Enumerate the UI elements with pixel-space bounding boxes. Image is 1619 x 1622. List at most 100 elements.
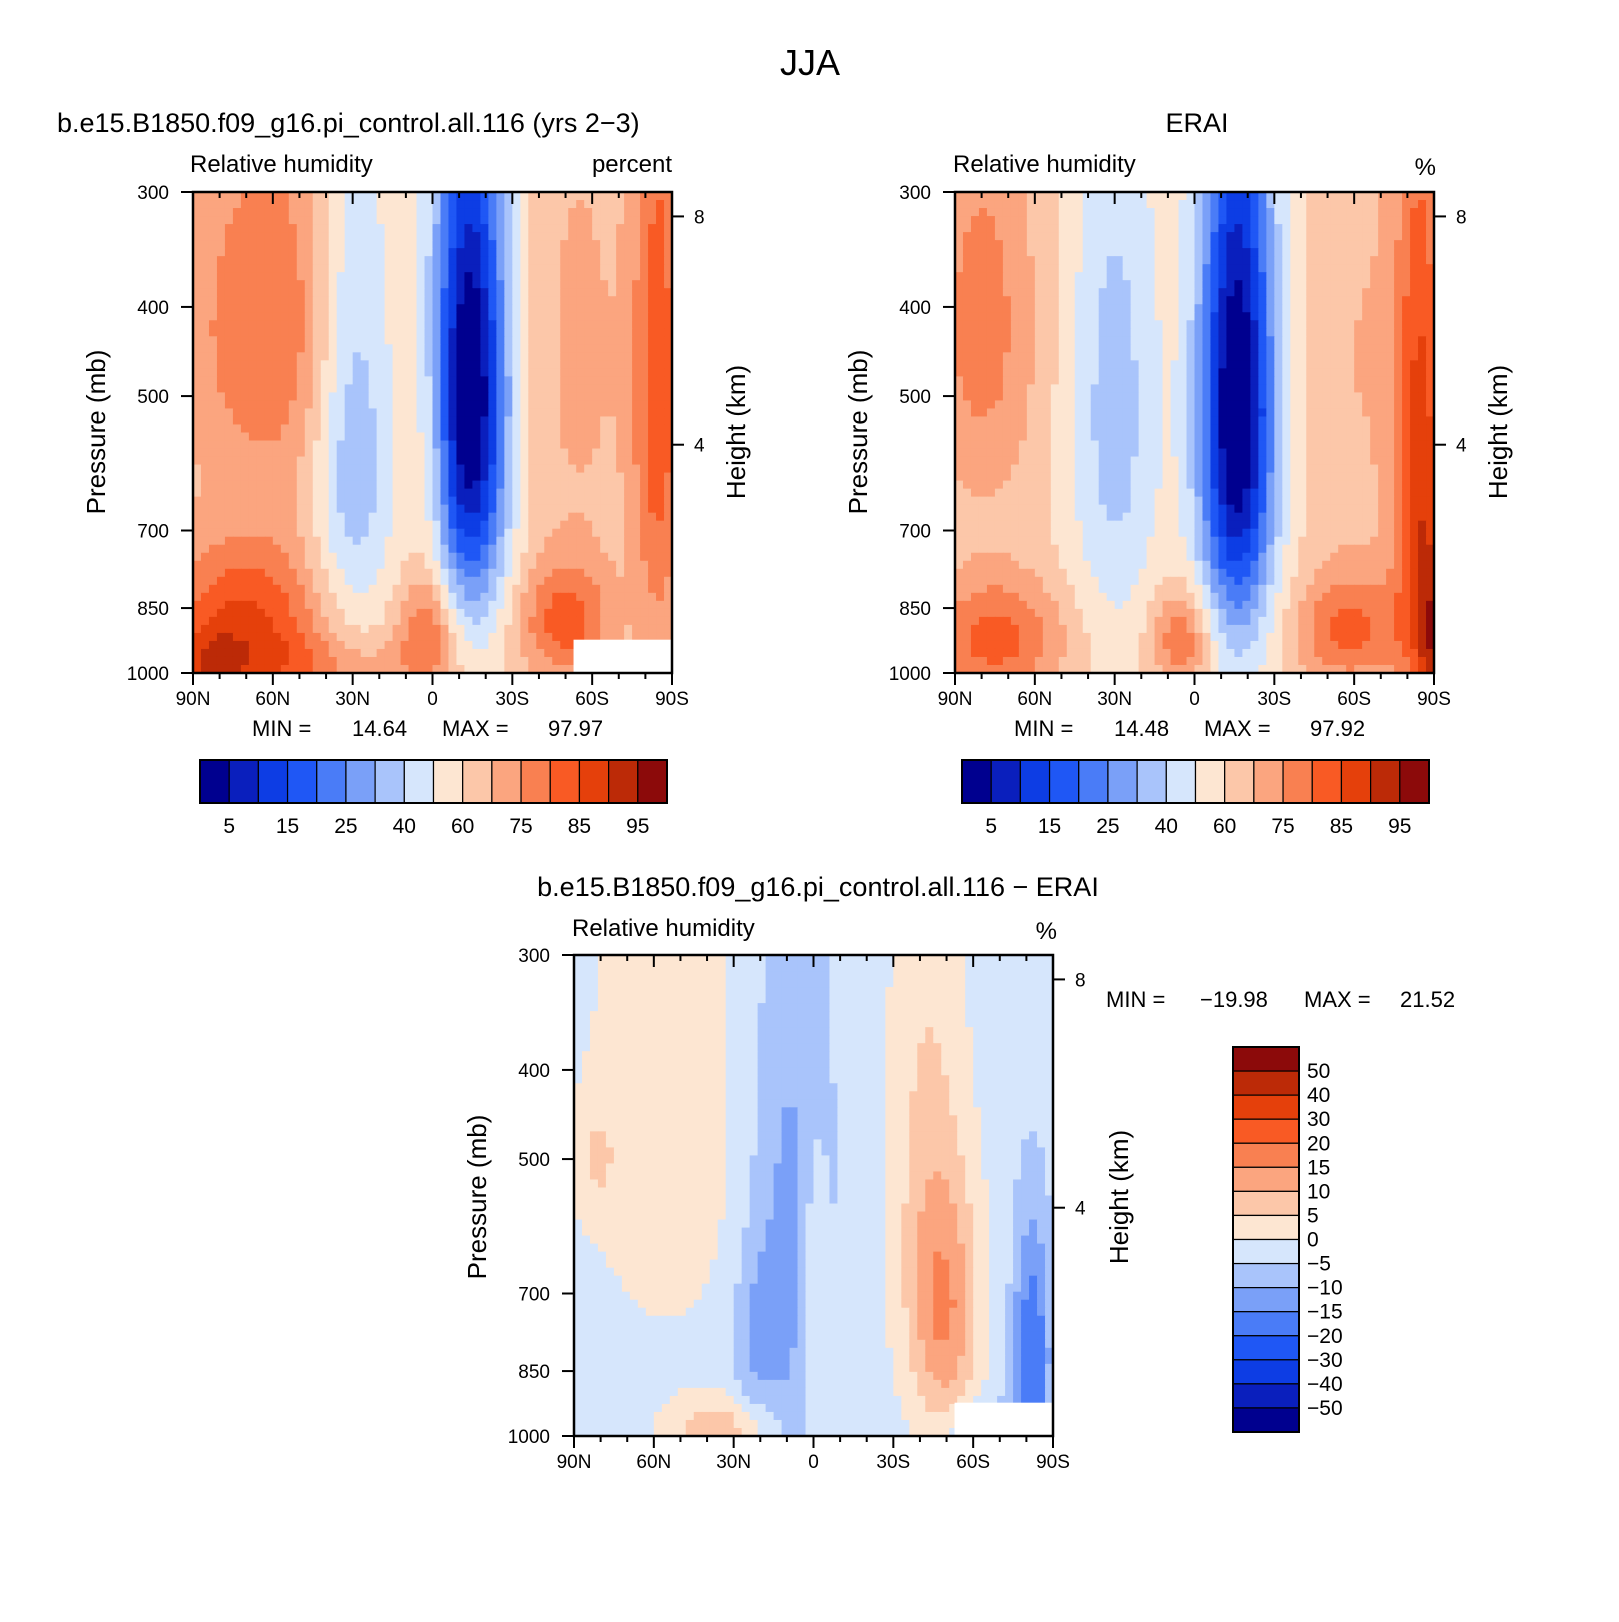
- field-cell: [464, 480, 474, 490]
- field-cell: [592, 624, 601, 634]
- field-cell: [384, 472, 394, 482]
- field-cell: [360, 264, 370, 273]
- field-cell: [1066, 192, 1076, 201]
- field-cell: [232, 448, 242, 458]
- field-cell: [328, 472, 338, 482]
- field-cell: [592, 464, 601, 474]
- field-cell: [240, 592, 250, 602]
- field-cell: [504, 200, 513, 209]
- field-cell: [544, 416, 553, 426]
- field-cell: [312, 456, 322, 466]
- field-cell: [368, 536, 378, 546]
- field-cell: [280, 240, 290, 249]
- field-cell: [432, 440, 442, 450]
- field-cell: [512, 608, 521, 618]
- field-cell: [584, 384, 593, 394]
- field-cell: [584, 416, 593, 426]
- field-cell: [448, 512, 458, 522]
- field-cell: [624, 392, 633, 402]
- field-cell: [576, 432, 585, 442]
- field-cell: [528, 432, 537, 442]
- field-cell: [1114, 224, 1124, 233]
- field-cell: [1066, 224, 1076, 233]
- field-cell: [216, 248, 226, 257]
- field-cell: [200, 504, 210, 514]
- field-cell: [392, 256, 402, 265]
- field-cell: [384, 352, 394, 361]
- field-cell: [544, 248, 553, 257]
- field-cell: [616, 568, 625, 578]
- field-cell: [640, 536, 649, 546]
- field-cell: [416, 272, 426, 281]
- field-cell: [328, 480, 338, 490]
- field-cell: [232, 408, 242, 418]
- field-cell: [296, 568, 306, 578]
- field-cell: [352, 560, 362, 570]
- field-cell: [1282, 224, 1291, 233]
- field-cell: [552, 320, 561, 329]
- field-cell: [193, 360, 202, 369]
- field-cell: [1218, 216, 1228, 225]
- field-cell: [384, 544, 394, 554]
- field-cell: [312, 640, 322, 650]
- field-cell: [544, 392, 553, 402]
- field-cell: [528, 392, 537, 402]
- field-cell: [664, 632, 673, 642]
- field-cell: [1306, 312, 1315, 321]
- field-cell: [1274, 232, 1283, 241]
- field-cell: [384, 400, 394, 410]
- field-cell: [528, 320, 537, 329]
- field-cell: [440, 360, 450, 369]
- field-cell: [312, 616, 322, 626]
- field-cell: [1002, 352, 1012, 361]
- field-cell: [432, 456, 442, 466]
- field-cell: [1330, 224, 1339, 233]
- field-cell: [336, 352, 346, 361]
- field-cell: [512, 288, 521, 297]
- field-cell: [264, 280, 274, 289]
- field-cell: [288, 472, 298, 482]
- field-cell: [400, 424, 410, 434]
- field-cell: [978, 352, 988, 361]
- field-cell: [1250, 304, 1259, 313]
- field-cell: [400, 344, 410, 353]
- field-cell: [328, 664, 338, 674]
- field-cell: [328, 464, 338, 474]
- field-cell: [1250, 312, 1259, 321]
- field-cell: [528, 272, 537, 281]
- field-cell: [592, 496, 601, 506]
- field-cell: [640, 624, 649, 634]
- field-cell: [464, 632, 474, 642]
- field-cell: [296, 544, 306, 554]
- field-cell: [1042, 280, 1052, 289]
- field-cell: [480, 368, 489, 377]
- field-cell: [600, 496, 609, 506]
- field-cell: [632, 440, 641, 450]
- field-cell: [264, 520, 274, 530]
- field-cell: [1106, 328, 1116, 337]
- field-cell: [1394, 352, 1403, 361]
- field-cell: [970, 224, 980, 233]
- field-cell: [320, 360, 330, 369]
- field-cell: [648, 304, 657, 313]
- field-cell: [296, 600, 306, 610]
- colorbar-label: 60: [451, 815, 474, 838]
- field-cell: [376, 336, 386, 345]
- field-cell: [264, 504, 274, 514]
- field-cell: [544, 584, 553, 594]
- field-cell: [576, 376, 585, 385]
- field-cell: [1210, 200, 1220, 209]
- field-cell: [288, 296, 298, 305]
- field-cell: [1282, 352, 1291, 361]
- field-cell: [648, 376, 657, 385]
- field-cell: [424, 640, 434, 650]
- field-cell: [224, 360, 234, 369]
- field-cell: [592, 632, 601, 642]
- field-cell: [1050, 312, 1060, 321]
- field-cell: [312, 424, 322, 434]
- field-cell: [368, 640, 378, 650]
- field-cell: [1210, 224, 1220, 233]
- field-cell: [352, 256, 362, 265]
- field-cell: [528, 288, 537, 297]
- field-cell: [288, 224, 298, 233]
